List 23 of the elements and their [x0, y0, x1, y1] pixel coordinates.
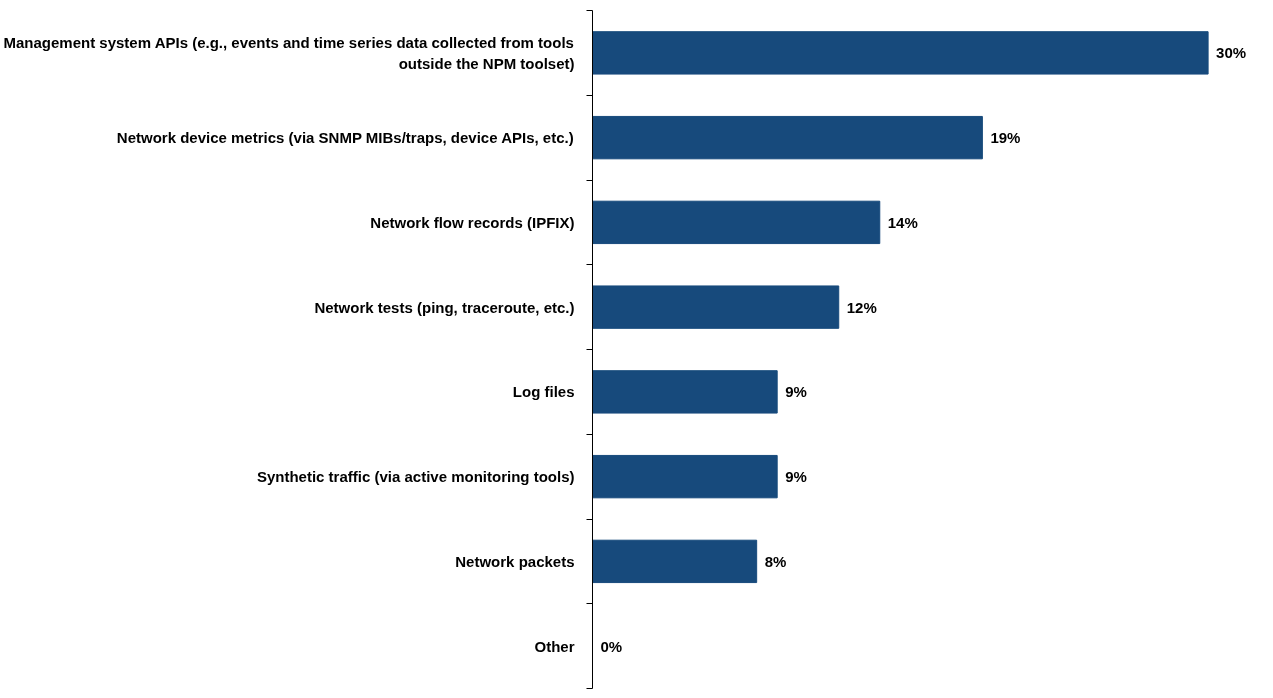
bar	[592, 370, 778, 414]
bar	[592, 539, 758, 584]
data-label: 12%	[846, 298, 877, 316]
bar	[592, 200, 881, 245]
y-tick-label: Management system APIs (e.g., events and time series data collected from tools outside the NPM toolset)	[3, 34, 575, 72]
data-label: 30%	[1216, 44, 1247, 62]
y-tick-label: Log files	[512, 383, 575, 401]
bar	[592, 115, 983, 160]
y-tick-label: Synthetic traffic (via active monitoring tools)	[256, 468, 575, 486]
y-tick-label: Network tests (ping, traceroute, etc.)	[314, 298, 575, 316]
y-tick-label: Network flow records (IPFIX)	[370, 213, 575, 231]
data-label: 0%	[600, 637, 623, 655]
y-tick-label: Other	[534, 637, 575, 655]
data-label: 14%	[887, 213, 918, 231]
data-label: 9%	[785, 468, 807, 486]
data-label: 8%	[764, 552, 787, 570]
bar	[592, 285, 840, 329]
data-label: 19%	[990, 129, 1021, 147]
y-tick-label: Network packets	[455, 552, 575, 570]
bar	[592, 454, 778, 499]
data-label: 9%	[785, 383, 807, 401]
bar	[592, 31, 1209, 75]
y-tick-label: Network device metrics (via SNMP MIBs/traps, device APIs, etc.)	[116, 129, 574, 147]
